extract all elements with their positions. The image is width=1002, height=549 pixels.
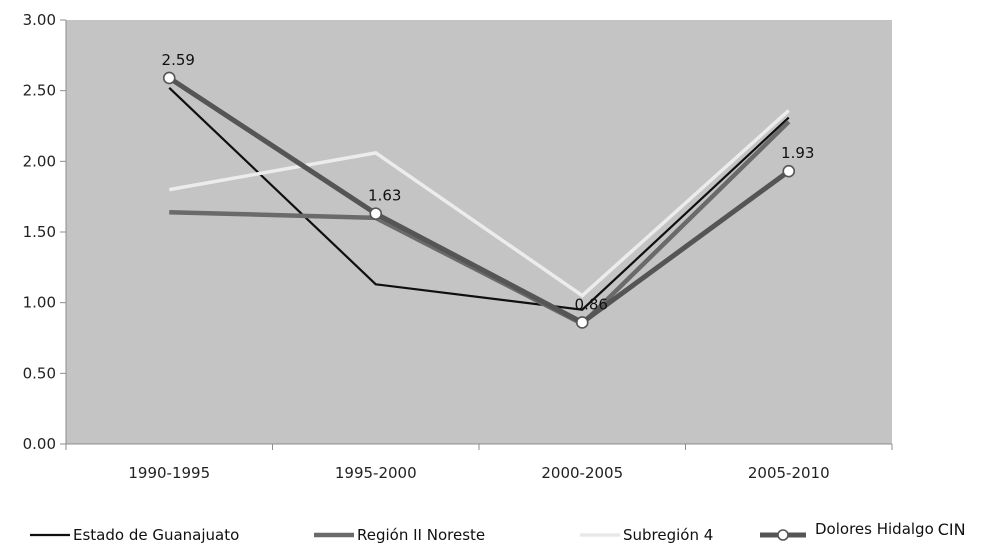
series-marker-point <box>369 207 383 220</box>
legend: Estado de Guanajuato Región II Noreste S… <box>30 519 1002 548</box>
legend-tail-text: CIN <box>937 519 966 539</box>
legend-item-region-ii-noreste: Región II Noreste <box>314 522 485 548</box>
series-marker-point <box>782 164 796 178</box>
series-marker-point <box>575 316 589 329</box>
series-marker-point <box>162 71 176 85</box>
legend-item-dolores-hidalgo: Dolores Hidalgo CIN <box>760 519 966 548</box>
x-tick-label: 1995-2000 <box>335 464 417 482</box>
legend-label: Región II Noreste <box>357 526 486 544</box>
legend-label: Subregión 4 <box>623 526 714 544</box>
x-tick-label: 2005-2010 <box>748 464 830 482</box>
x-tick-label: 2000-2005 <box>541 464 623 482</box>
line-chart: 0.000.501.001.502.002.503.00 1990-1995 19… <box>23 11 893 482</box>
x-tick-label: 1990-1995 <box>128 464 210 482</box>
y-tick-label: 3.00 <box>23 11 56 29</box>
data-label: 0.86 <box>575 295 608 313</box>
legend-item-estado-de-guanajuato: Estado de Guanajuato <box>30 522 239 548</box>
series-line-2 <box>168 109 790 298</box>
data-labels: 2.59 1.63 0.86 1.93 <box>162 51 815 314</box>
y-tick-label: 1.50 <box>23 223 56 241</box>
series-line-0 <box>168 87 790 311</box>
series-lines <box>167 75 791 327</box>
legend-label: Dolores Hidalgo <box>815 520 934 538</box>
legend-swatch-dolores <box>760 529 806 541</box>
plot-area <box>66 20 892 444</box>
y-tick-label: 1.00 <box>23 294 56 312</box>
y-axis: 0.00 0.50 1.00 1.50 2.00 2.50 3.00 <box>23 11 67 453</box>
legend-label: Estado de Guanajuato <box>73 526 240 544</box>
legend-swatch-region <box>314 532 354 538</box>
y-tick-label: 2.00 <box>23 152 56 170</box>
legend-item-subregion-4: Subregión 4 <box>580 522 713 548</box>
data-label: 1.63 <box>368 187 401 205</box>
y-tick-label: 2.50 <box>23 82 56 100</box>
series-line-3 <box>167 75 791 326</box>
y-tick-label: 0.50 <box>23 364 56 382</box>
y-tick-label: 0.00 <box>23 435 56 453</box>
data-label: 1.93 <box>781 144 814 162</box>
series-markers <box>162 71 796 329</box>
legend-swatch-estado <box>30 533 70 537</box>
data-label: 2.59 <box>162 51 195 69</box>
series-line-1 <box>169 120 791 327</box>
legend-swatch-subregion <box>580 533 620 537</box>
x-axis: 1990-1995 1995-2000 2000-2005 2005-2010 <box>65 443 893 482</box>
